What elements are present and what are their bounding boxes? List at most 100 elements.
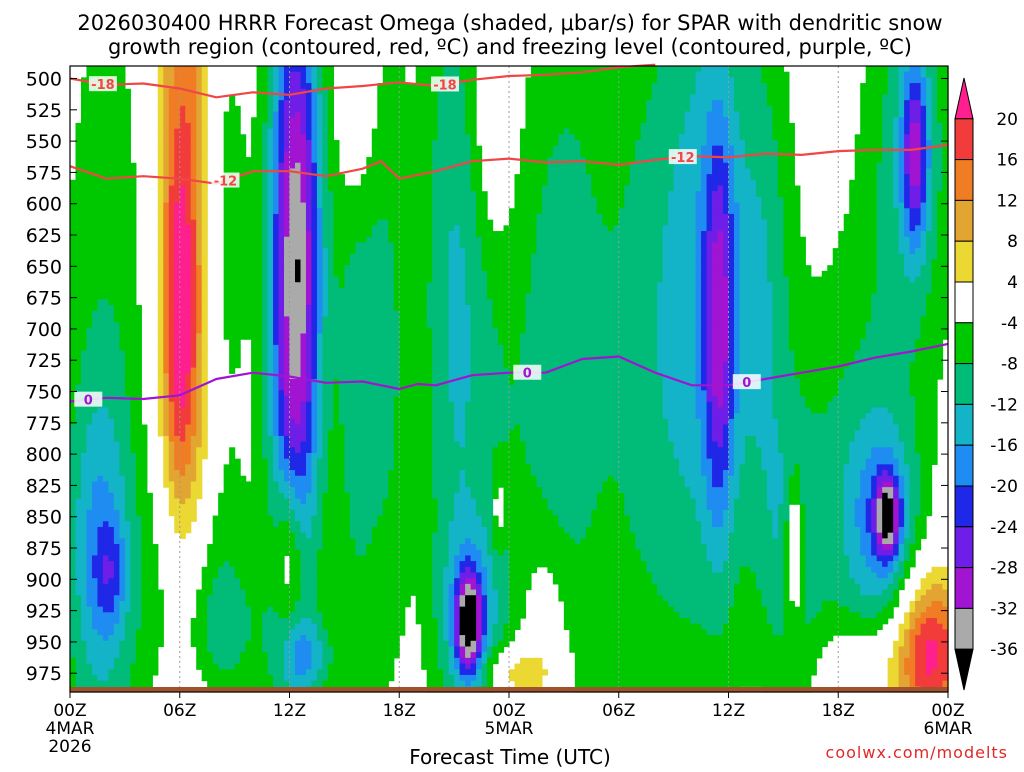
omega-cell — [558, 139, 565, 147]
omega-cell — [646, 259, 653, 266]
omega-cell — [569, 88, 576, 96]
omega-cell — [168, 157, 175, 164]
omega-cell — [904, 111, 911, 118]
omega-cell — [739, 259, 746, 266]
omega-cell — [893, 242, 900, 249]
omega-cell — [174, 202, 181, 209]
omega-cell — [832, 276, 839, 283]
omega-cell — [657, 128, 664, 135]
omega-cell — [305, 213, 313, 221]
omega-cell — [388, 151, 395, 158]
omega-cell — [437, 174, 444, 181]
omega-cell — [333, 265, 340, 272]
omega-cell — [596, 71, 603, 78]
omega-cell — [640, 111, 647, 118]
omega-cell — [459, 225, 466, 232]
omega-cell — [629, 151, 636, 158]
omega-cell — [437, 151, 444, 158]
omega-cell — [755, 213, 763, 221]
omega-cell — [91, 162, 99, 170]
omega-cell — [70, 236, 77, 244]
omega-cell — [163, 117, 170, 124]
omega-cell — [410, 174, 417, 181]
omega-cell — [876, 162, 883, 170]
omega-cell — [646, 71, 653, 78]
omega-cell — [327, 117, 334, 124]
omega-cell — [410, 88, 417, 96]
omega-cell — [695, 134, 702, 141]
omega-cell — [223, 162, 230, 170]
omega-cell — [728, 128, 735, 135]
omega-cell — [739, 77, 746, 84]
omega-cell — [75, 128, 82, 135]
omega-cell — [701, 179, 708, 187]
omega-cell — [893, 88, 900, 96]
omega-cell — [305, 236, 313, 244]
omega-cell — [119, 66, 126, 73]
omega-cell — [294, 208, 302, 215]
omega-cell — [728, 83, 735, 90]
omega-cell — [454, 179, 461, 187]
omega-cell — [273, 179, 280, 187]
omega-cell — [695, 128, 702, 135]
omega-cell — [102, 242, 110, 249]
omega-cell — [887, 208, 894, 215]
omega-cell — [854, 242, 861, 249]
omega-cell — [130, 242, 137, 249]
omega-cell — [904, 71, 911, 78]
omega-cell — [448, 128, 455, 135]
omega-cell — [640, 276, 647, 283]
omega-cell — [717, 139, 724, 147]
omega-cell — [102, 213, 110, 221]
omega-cell — [723, 208, 730, 215]
omega-cell — [657, 145, 664, 152]
omega-cell — [459, 134, 466, 141]
omega-cell — [201, 134, 208, 141]
omega-cell — [569, 168, 576, 175]
omega-cell — [739, 134, 746, 141]
omega-cell — [278, 270, 285, 278]
omega-cell — [432, 117, 439, 124]
omega-cell — [580, 128, 587, 135]
omega-cell — [388, 276, 395, 283]
omega-cell — [509, 253, 516, 261]
omega-cell — [717, 242, 724, 249]
omega-cell — [355, 231, 362, 238]
omega-cell — [744, 179, 752, 187]
omega-cell — [646, 213, 653, 221]
omega-cell — [755, 231, 763, 238]
omega-cell — [305, 270, 313, 278]
omega-cell — [371, 253, 378, 261]
omega-cell — [284, 225, 291, 232]
omega-cell — [168, 139, 175, 147]
omega-cell — [937, 236, 944, 244]
omega-cell — [937, 66, 944, 73]
omega-cell — [80, 270, 88, 278]
omega-cell — [860, 276, 867, 283]
omega-cell — [108, 122, 115, 130]
omega-cell — [201, 253, 208, 261]
omega-cell — [124, 94, 131, 101]
omega-cell — [915, 196, 922, 204]
omega-cell — [931, 128, 938, 135]
omega-cell — [300, 94, 307, 101]
omega-cell — [690, 185, 697, 192]
omega-cell — [371, 202, 378, 209]
omega-cell — [706, 242, 713, 249]
omega-cell — [904, 128, 911, 135]
omega-cell — [459, 174, 466, 181]
omega-cell — [569, 196, 576, 204]
omega-cell — [311, 134, 318, 141]
omega-cell — [909, 185, 916, 192]
omega-cell — [646, 66, 653, 73]
omega-cell — [311, 128, 318, 135]
omega-cell — [80, 83, 88, 90]
omega-cell — [525, 248, 532, 255]
omega-cell — [113, 134, 120, 141]
omega-cell — [454, 265, 461, 272]
omega-cell — [251, 191, 258, 198]
omega-cell — [163, 231, 170, 238]
omega-cell — [882, 139, 889, 147]
omega-cell — [393, 179, 400, 187]
omega-cell — [750, 219, 757, 226]
